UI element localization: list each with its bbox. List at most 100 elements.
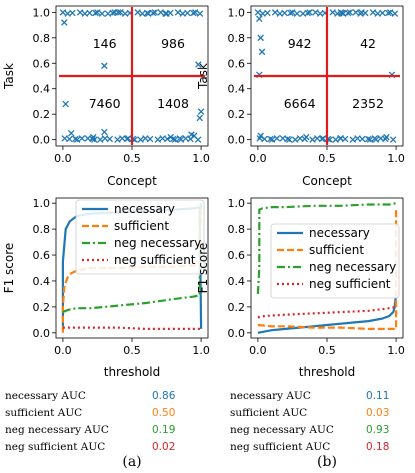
auc-label: neg sufficient AUC: [230, 441, 330, 453]
scatter-point: [349, 136, 357, 143]
scatter-point: [385, 9, 392, 17]
auc-label: necessary AUC: [5, 390, 86, 402]
scatter-point: [254, 9, 262, 16]
scatter-point: [337, 9, 345, 16]
scatter-point: [271, 9, 279, 16]
x-tick-label: 0.0: [54, 152, 72, 165]
y-tick-label: 0.8: [228, 32, 246, 45]
scatter-point: [190, 132, 198, 140]
quadrant-count-top-right: 42: [360, 36, 376, 51]
y-tick-label: 0.0: [33, 134, 51, 147]
y-tick-label: 0.4: [33, 83, 51, 96]
neg-necessary-line: [62, 203, 203, 314]
scatter-point: [154, 136, 162, 143]
scatter-point: [344, 9, 352, 17]
scatter-point: [382, 135, 389, 143]
scatter-point: [304, 9, 311, 17]
a_scatter-chart: 0.0 0.5 1.0 0.0 0.2 0.4 0.6 0.8 1.0 Concept Task 14…: [2, 5, 210, 188]
scatter-point: [309, 136, 316, 143]
scatter-point: [346, 9, 354, 16]
x-tick-label: 1.0: [387, 344, 405, 357]
scatter-point: [337, 135, 345, 142]
scatter-point: [73, 136, 81, 143]
scatter-point: [151, 9, 159, 16]
scatter-point: [117, 9, 124, 16]
sufficient-line: [257, 208, 398, 330]
scatter-point: [286, 136, 293, 143]
y-tick-label: 0.4: [228, 83, 246, 96]
y-axis-label: F1 score: [196, 243, 210, 294]
scatter-point: [289, 9, 296, 16]
x-tick-label: 0.5: [318, 344, 336, 357]
scatter-point: [67, 130, 75, 137]
legend-label: sufficient: [114, 219, 169, 233]
y-tick-label: 0.4: [228, 275, 246, 288]
scatter-point: [164, 135, 171, 143]
scatter-point: [157, 9, 165, 16]
y-tick-label: 0.2: [228, 108, 246, 121]
scatter-point: [196, 10, 204, 17]
scatter-point: [143, 9, 151, 17]
scatter-point: [62, 100, 69, 108]
x-tick-label: 0.5: [318, 152, 336, 165]
quadrant-count-top-left: 146: [93, 36, 117, 51]
x-axis-label: Concept: [107, 174, 157, 188]
scatter-point: [379, 9, 386, 17]
scatter-point: [267, 135, 274, 143]
auc-label: sufficient AUC: [5, 407, 82, 419]
y-tick-label: 0.0: [33, 327, 51, 340]
x-tick-label: 0.0: [249, 344, 267, 357]
caption-b: (b): [317, 454, 337, 470]
auc-label: neg sufficient AUC: [5, 441, 105, 453]
y-tick-label: 0.8: [33, 223, 51, 236]
y-tick-label: 1.0: [33, 6, 51, 19]
y-tick-label: 0.8: [33, 32, 51, 45]
scatter-point: [114, 136, 121, 143]
quadrant-count-bottom-right: 2352: [352, 96, 384, 111]
x-tick-label: 0.0: [249, 152, 267, 165]
auc-value: 0.19: [152, 424, 175, 436]
auc-label: necessary AUC: [230, 390, 311, 402]
auc-table: necessary AUC 0.86 sufficient AUC 0.50 neg n…: [5, 390, 176, 453]
scatter-point: [359, 135, 366, 143]
x-axis-label: threshold: [299, 365, 356, 379]
scatter-point: [287, 9, 294, 17]
scatter-point: [176, 135, 184, 142]
scatter-point: [256, 15, 263, 22]
scatter-point: [195, 61, 202, 68]
scatter-point: [364, 135, 372, 143]
y-tick-label: 0.4: [33, 275, 51, 288]
scatter-point: [61, 19, 68, 26]
necessary-line: [257, 293, 398, 334]
scatter-point: [171, 136, 179, 143]
scatter-point: [358, 9, 365, 16]
y-tick-label: 0.6: [33, 57, 51, 70]
quadrant-count-bottom-right: 1408: [157, 96, 189, 111]
neg-sufficient-line: [257, 305, 397, 319]
quadrant-count-top-right: 986: [161, 36, 185, 51]
scatter-point: [386, 9, 394, 16]
x-axis-label: threshold: [104, 365, 161, 379]
legend-label: necessary: [114, 202, 175, 216]
scatter-point: [292, 136, 299, 143]
scatter-point: [383, 133, 390, 141]
scatter-point: [258, 48, 266, 56]
scatter-point: [264, 9, 271, 17]
legend-label: necessary: [309, 226, 370, 240]
scatter-point: [97, 136, 104, 143]
y-tick-label: 1.0: [228, 6, 246, 19]
auc-label: neg necessary AUC: [230, 424, 334, 436]
x-tick-label: 0.0: [54, 344, 72, 357]
x-tick-label: 0.5: [123, 344, 141, 357]
scatter-point: [332, 136, 339, 143]
scatter-point: [257, 34, 264, 42]
scatter-point: [369, 9, 377, 16]
neg-sufficient-line: [62, 326, 202, 330]
y-tick-label: 0.6: [228, 249, 246, 262]
scatter-point: [391, 10, 399, 17]
x-axis-label: Concept: [302, 174, 352, 188]
scatter-point: [69, 9, 76, 17]
scatter-point: [293, 10, 301, 17]
scatter-point: [303, 133, 310, 141]
x-tick-label: 1.0: [192, 152, 210, 165]
